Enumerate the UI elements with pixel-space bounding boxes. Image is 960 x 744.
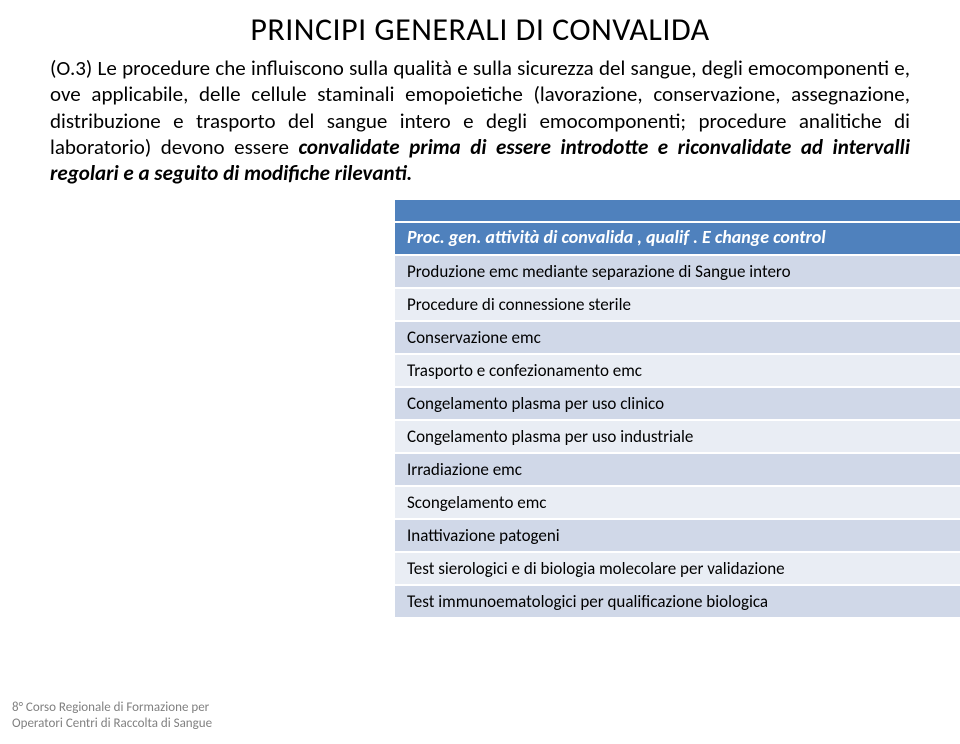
body-paragraph: (O.3) Le procedure che influiscono sulla… — [50, 55, 910, 186]
table-row: Test immunoematologici per qualificazion… — [395, 585, 960, 617]
table-spacer — [395, 200, 960, 222]
page-title: PRINCIPI GENERALI DI CONVALIDA — [50, 10, 910, 49]
footer: 8° Corso Regionale di Formazione per Ope… — [12, 700, 212, 733]
table-row: Irradiazione emc — [395, 453, 960, 486]
table-cell: Procedure di connessione sterile — [395, 288, 960, 321]
table-row: Congelamento plasma per uso industriale — [395, 420, 960, 453]
table-cell: Congelamento plasma per uso industriale — [395, 420, 960, 453]
table-row: Inattivazione patogeni — [395, 519, 960, 552]
table-cell: Congelamento plasma per uso clinico — [395, 387, 960, 420]
table-row: Procedure di connessione sterile — [395, 288, 960, 321]
table-row: Conservazione emc — [395, 321, 960, 354]
footer-line-2: Operatori Centri di Raccolta di Sangue — [12, 716, 212, 732]
table-row: Trasporto e confezionamento emc — [395, 354, 960, 387]
table-cell: Trasporto e confezionamento emc — [395, 354, 960, 387]
table-row: Test sierologici e di biologia molecolar… — [395, 552, 960, 585]
table-cell: Produzione emc mediante separazione di S… — [395, 255, 960, 288]
table-row: Produzione emc mediante separazione di S… — [395, 255, 960, 288]
table-cell: Scongelamento emc — [395, 486, 960, 519]
footer-line-1: 8° Corso Regionale di Formazione per — [12, 700, 212, 716]
table-cell: Irradiazione emc — [395, 453, 960, 486]
table-header-cell: Proc. gen. attività di convalida , quali… — [395, 222, 960, 255]
table-row: Congelamento plasma per uso clinico — [395, 387, 960, 420]
table-cell: Conservazione emc — [395, 321, 960, 354]
table-cell: Test immunoematologici per qualificazion… — [395, 585, 960, 617]
table-cell: Inattivazione patogeni — [395, 519, 960, 552]
procedures-table: Proc. gen. attività di convalida , quali… — [395, 200, 960, 617]
table-cell: Test sierologici e di biologia molecolar… — [395, 552, 960, 585]
table-header-row: Proc. gen. attività di convalida , quali… — [395, 222, 960, 255]
table-row: Scongelamento emc — [395, 486, 960, 519]
